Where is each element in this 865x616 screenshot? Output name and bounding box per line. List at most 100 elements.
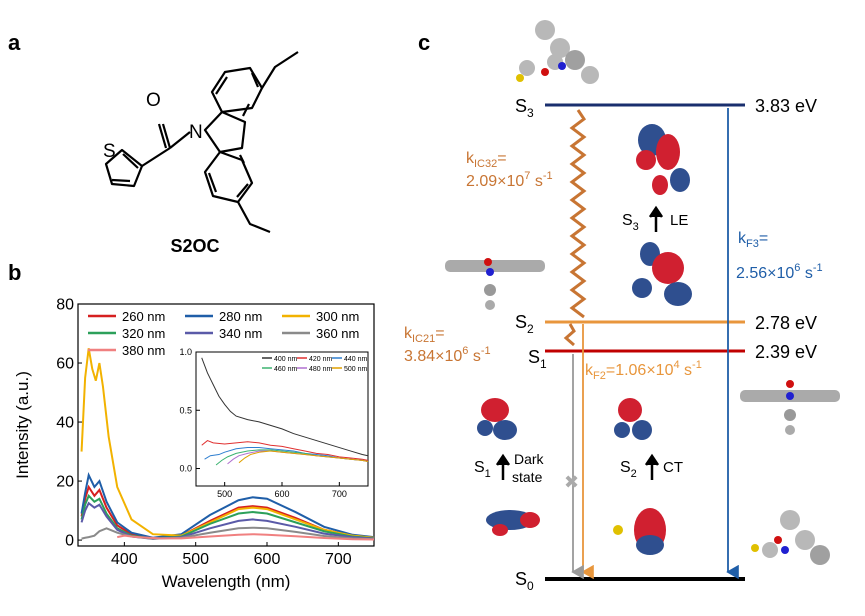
inset-legend-label-460: 460 nm — [274, 366, 298, 373]
y-axis-label: Intensity (a.u.) — [13, 371, 32, 479]
legend-label-380: 380 nm — [122, 343, 165, 358]
legend-label-320: 320 nm — [122, 326, 165, 341]
orbital-s2-upper — [614, 398, 652, 440]
inset-ytick-label: 0.0 — [179, 464, 192, 474]
molecule-model-bottom-right — [751, 510, 830, 565]
molecule-model-right — [740, 380, 840, 435]
lower-benzene-double-bonds — [207, 154, 249, 198]
kic32-value: 2.09×107 s-1 — [466, 170, 553, 190]
legend-label-260: 260 nm — [122, 309, 165, 324]
thiophene-double-bond-1 — [111, 178, 131, 183]
s2-label: S2 — [515, 312, 534, 336]
s3-energy: 3.83 eV — [755, 96, 817, 116]
s1-label: S1 — [528, 347, 547, 371]
ic32-wavy-arrow — [569, 109, 587, 319]
legend-label-300: 300 nm — [316, 309, 359, 324]
s3-label: S3 — [515, 96, 534, 120]
kf2-label: kF2=1.06×104 s-1 — [585, 359, 702, 382]
lower-methyl — [237, 201, 271, 234]
inset-legend-label-480: 480 nm — [309, 366, 333, 373]
x-axis-label: Wavelength (nm) — [162, 572, 291, 591]
inset-legend-label-440: 440 nm — [344, 356, 368, 363]
bond-carbonyl-n — [169, 131, 191, 149]
s0-label: S0 — [515, 569, 534, 593]
inset-xtick-label: 600 — [274, 489, 289, 499]
main-series-280-nm — [80, 472, 375, 539]
orbital-s3-lower — [632, 242, 692, 306]
inset-ytick-label: 0.5 — [179, 405, 192, 415]
inset-legend-label-500: 500 nm — [344, 366, 368, 373]
carbazole-lower-benzene — [203, 150, 254, 204]
main-series-320-nm — [80, 494, 375, 540]
s1-transition-type-line2: state — [512, 469, 543, 485]
s2oc-structure — [104, 51, 299, 234]
s1-transition-label: S1 — [474, 459, 491, 480]
atom-o-label: O — [146, 90, 161, 111]
bond-thiophene-carbonyl — [141, 147, 171, 167]
upper-benzene-double-bonds — [215, 72, 260, 117]
inset-legend-label-400: 400 nm — [274, 356, 298, 363]
kic21-value: 3.84×106 s-1 — [404, 345, 491, 365]
atom-n-label: N — [189, 122, 203, 143]
ic21-wavy-arrow — [563, 323, 576, 347]
orbital-s1-lower — [486, 510, 540, 536]
s1-energy: 2.39 eV — [755, 342, 817, 362]
orbital-s2-lower — [613, 508, 666, 555]
main-ytick-label: 0 — [65, 533, 74, 550]
inset-legend-label-420: 420 nm — [309, 356, 333, 363]
s3-transition-label: S3 — [622, 212, 639, 233]
upper-methyl — [261, 51, 299, 89]
inset-xtick-label: 500 — [217, 489, 232, 499]
main-xtick-label: 500 — [182, 551, 209, 568]
inset-legend: 400 nm 420 nm 440 nm 460 nm 480 nm 500 n… — [262, 356, 368, 373]
inset-series-400-nm — [201, 357, 369, 457]
s2-up-arrow-icon — [644, 453, 660, 480]
thiophene-double-bond-2 — [122, 153, 139, 169]
molecule-model-top — [516, 20, 599, 84]
kf3-value: 2.56×106 s-1 — [736, 262, 823, 282]
s1-transition-type-line1: Dark — [514, 451, 545, 467]
s2-energy: 2.78 eV — [755, 313, 817, 333]
emission-spectra-plot: 400 500 600 700 0 20 40 60 80 Wavelength (nm) In… — [13, 297, 375, 591]
legend-label-280: 280 nm — [219, 309, 262, 324]
main-xtick-label: 700 — [325, 551, 352, 568]
legend-label-360: 360 nm — [316, 326, 359, 341]
panel-label-b: b — [8, 260, 21, 285]
kf3-label: kF3= — [738, 230, 768, 250]
inset-plot: 500 600 700 0.0 0.5 1.0 400 nm 420 nm 440 nm … — [179, 347, 369, 499]
legend-label-340: 340 nm — [219, 326, 262, 341]
molecule-model-left — [445, 258, 545, 310]
thiophene-ring — [104, 148, 144, 188]
s3-transition-type: LE — [670, 212, 688, 229]
plot-frame — [77, 303, 375, 547]
panel-label-c: c — [418, 30, 430, 55]
inset-xtick-label: 700 — [332, 489, 347, 499]
orbital-s3-upper — [636, 124, 690, 195]
main-ytick-label: 60 — [56, 356, 74, 373]
molecule-name: S2OC — [170, 236, 219, 256]
main-series-300-nm — [80, 348, 375, 539]
s2-transition-label: S2 — [620, 459, 637, 480]
kic32-label: kIC32= — [466, 150, 507, 170]
s1-up-arrow-icon — [495, 453, 511, 480]
orbital-s1-upper — [477, 398, 517, 440]
carbazole-five-ring — [203, 110, 247, 154]
inset-series-500-nm — [238, 450, 369, 464]
carbazole-upper-benzene — [210, 66, 264, 114]
kic21-label: kIC21= — [404, 325, 445, 345]
main-ytick-label: 40 — [56, 415, 74, 432]
inset-frame — [195, 351, 369, 487]
main-series-340-nm — [80, 501, 375, 540]
inset-series-420-nm — [201, 439, 369, 461]
main-ytick-label: 80 — [56, 297, 74, 314]
main-xtick-label: 600 — [254, 551, 281, 568]
main-series-380-nm — [117, 533, 375, 541]
s3-up-arrow-icon — [648, 205, 664, 232]
main-ytick-label: 20 — [56, 474, 74, 491]
main-legend: 260 nm 280 nm 300 nm 320 nm 340 nm 360 n… — [88, 309, 359, 358]
atom-s-label: S — [103, 141, 116, 162]
forbidden-cross-icon: ✖ — [564, 472, 579, 492]
main-xtick-label: 400 — [111, 551, 138, 568]
panel-label-a: a — [8, 30, 21, 55]
